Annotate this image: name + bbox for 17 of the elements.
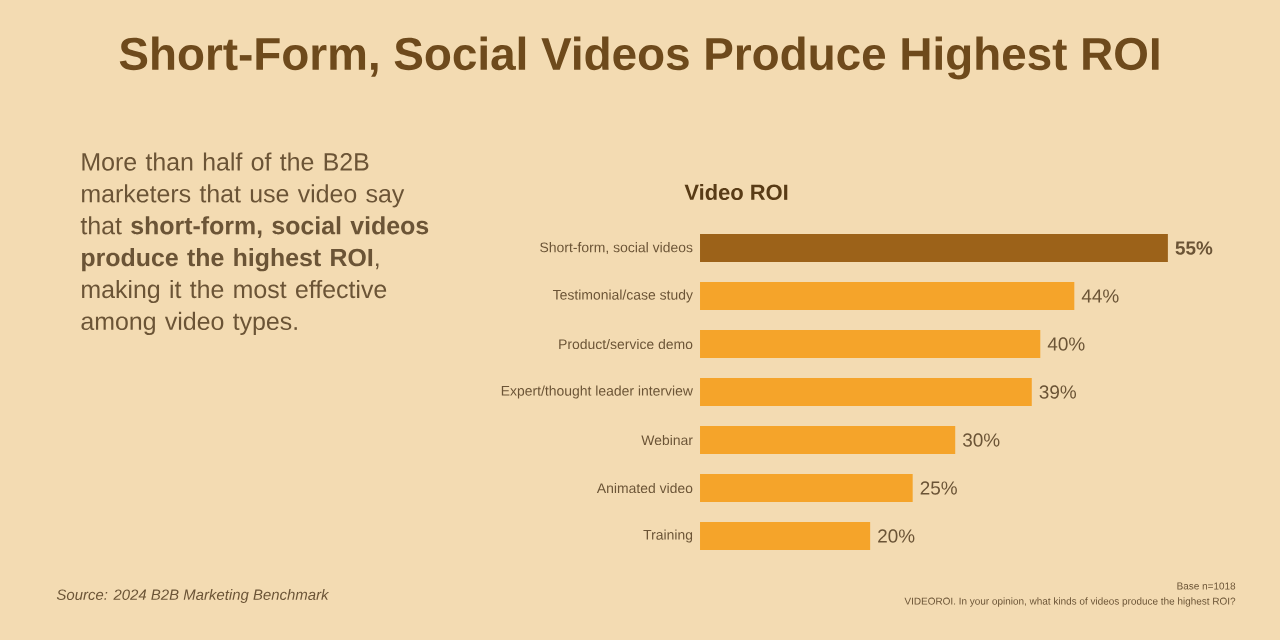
data-label: 44% <box>1081 289 1119 303</box>
data-label: 39% <box>1039 385 1077 399</box>
bar <box>700 330 1041 359</box>
chart-title: Short-Form, Social Videos Produce Highest ROI <box>119 36 1159 80</box>
bar <box>700 378 1032 406</box>
data-label: 30% <box>962 433 1000 447</box>
chart-subtitle: Video ROI <box>684 183 788 201</box>
bar <box>700 282 1075 311</box>
data-label: 25% <box>920 481 957 495</box>
bar <box>700 426 956 454</box>
data-label: 40% <box>1047 337 1085 351</box>
bar <box>700 474 913 502</box>
bar <box>700 234 1168 263</box>
data-label: 55% <box>1175 241 1213 255</box>
data-label: 20% <box>878 529 915 543</box>
bar <box>700 522 871 550</box>
text: More than half of the B2B marketers that use video say that short-form, social videos produce the highest ROI, making it the most effective among video types. <box>80 152 429 335</box>
